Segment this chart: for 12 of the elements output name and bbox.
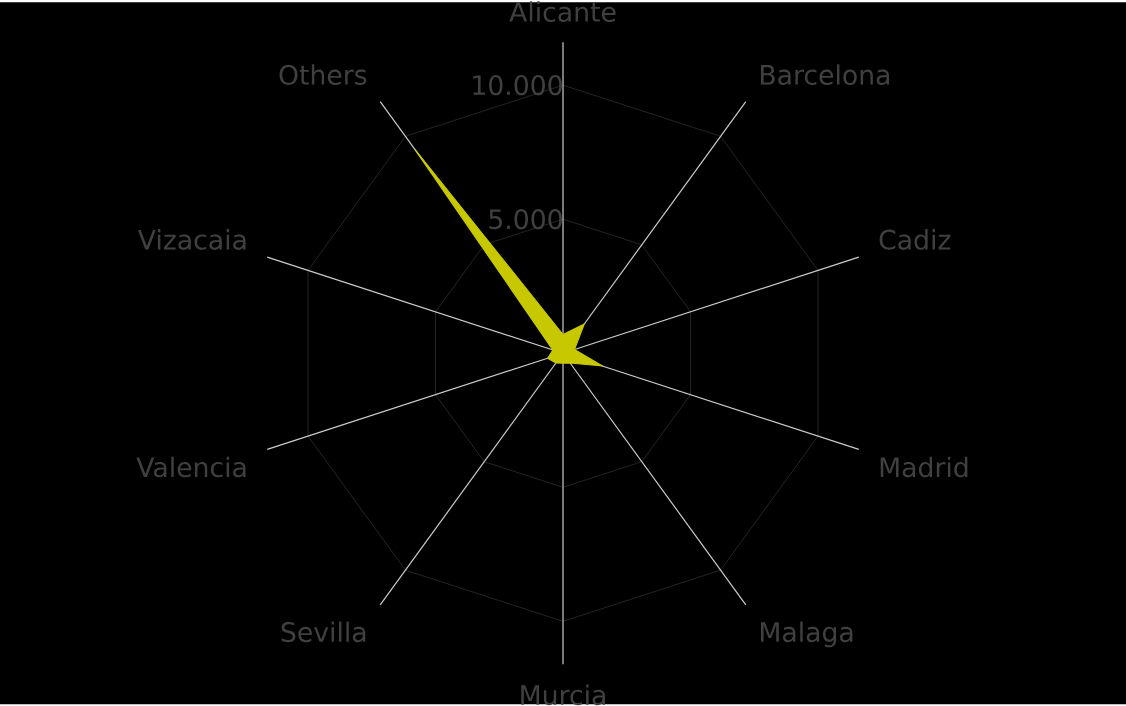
- spoke-label: Valencia: [136, 456, 246, 478]
- y-tick-label: 10.000: [473, 74, 562, 95]
- y-tick-label: 5.000: [489, 208, 562, 230]
- spoke-label: Vizacaia: [137, 228, 246, 250]
- spoke-label: Alicante: [509, 1, 616, 22]
- spoke-label: Cadiz: [879, 228, 951, 250]
- spoke-label: Madrid: [880, 456, 968, 478]
- spoke-label: Others: [279, 64, 367, 85]
- spoke-label: Barcelona: [761, 64, 890, 85]
- spoke-label: Murcia: [521, 684, 605, 705]
- spoke-label: Sevilla: [281, 621, 366, 642]
- spoke-label: Malaga: [761, 621, 853, 648]
